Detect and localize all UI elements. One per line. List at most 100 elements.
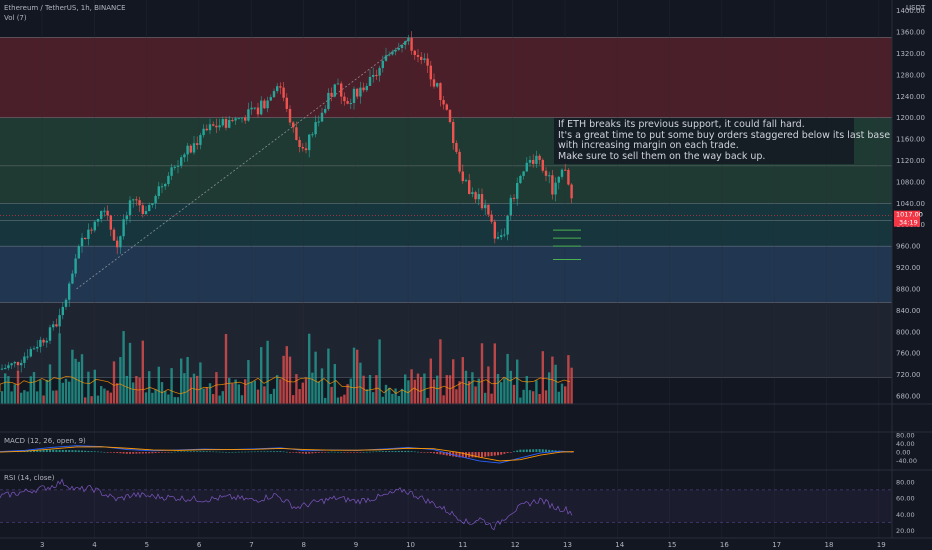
- volume-bar: [93, 369, 96, 404]
- candle-body: [541, 159, 544, 171]
- macd-hist-bar: [548, 449, 551, 453]
- candle-body: [570, 184, 573, 199]
- volume-bar: [538, 394, 541, 404]
- volume-bar: [218, 395, 221, 404]
- candle-body: [148, 205, 151, 212]
- annotation-note[interactable]: If ETH breaks its previous support, it c…: [554, 118, 890, 164]
- candle-body: [45, 340, 48, 343]
- candle-body: [106, 210, 109, 216]
- volume-bar: [26, 391, 29, 404]
- candle-body: [135, 199, 138, 201]
- candle-body: [317, 121, 320, 123]
- macd-hist-bar: [202, 451, 205, 453]
- macd-hist-bar: [365, 451, 368, 453]
- candle-body: [557, 176, 560, 183]
- candle-body: [388, 54, 391, 56]
- candle-body: [480, 194, 484, 209]
- candle-body: [442, 99, 445, 105]
- macd-hist-bar: [317, 452, 320, 453]
- volume-bar: [61, 382, 64, 404]
- candle-body: [375, 74, 378, 76]
- candle-body: [538, 155, 541, 160]
- macd-hist-bar: [81, 450, 83, 453]
- candle-body: [93, 221, 96, 231]
- macd-hist-bar: [205, 451, 208, 453]
- candle-body: [429, 65, 432, 80]
- date-tick-label: 17: [772, 541, 781, 549]
- volume-bar: [570, 367, 573, 404]
- macd-tick-label: -40.00: [896, 457, 917, 465]
- volume-bar: [269, 393, 272, 404]
- volume-bar: [477, 378, 480, 404]
- volume-bar: [23, 390, 26, 404]
- volume-bar: [500, 382, 503, 404]
- volume-bar: [378, 339, 381, 404]
- candle-body: [509, 197, 512, 216]
- macd-hist-bar: [481, 452, 483, 458]
- candle-body: [554, 182, 557, 195]
- volume-bar: [525, 376, 528, 404]
- candle-body: [154, 196, 157, 204]
- price-tick-label: 1240.00: [896, 93, 925, 101]
- candle-body: [288, 108, 292, 123]
- candle-body: [119, 236, 122, 248]
- date-tick-label: 5: [145, 541, 149, 549]
- volume-bar: [528, 390, 532, 404]
- volume-bar: [522, 389, 525, 404]
- macd-hist-bar: [52, 449, 55, 453]
- candle-body: [333, 84, 336, 97]
- volume-bar: [256, 389, 260, 404]
- candle-body: [426, 58, 429, 66]
- symbol-title: Ethereum / TetherUS, 1h, BINANCE: [4, 4, 126, 12]
- macd-indicator-label: MACD (12, 26, open, 9): [4, 437, 86, 445]
- candle-body: [372, 74, 375, 77]
- macd-hist-bar: [276, 451, 279, 453]
- volume-bar: [301, 382, 304, 404]
- candle-body: [80, 237, 84, 247]
- candle-body: [68, 283, 71, 300]
- macd-hist-bar: [65, 450, 67, 453]
- macd-hist-bar: [237, 451, 240, 453]
- volume-bar: [189, 377, 192, 404]
- candle-body: [240, 117, 244, 119]
- macd-hist-bar: [362, 452, 365, 453]
- macd-hist-bar: [541, 449, 544, 453]
- macd-hist-bar: [148, 452, 151, 454]
- macd-hist-bar: [311, 452, 314, 454]
- macd-hist-bar: [397, 450, 400, 453]
- candle-body: [400, 44, 404, 49]
- macd-hist-bar: [314, 452, 317, 454]
- macd-hist-bar: [122, 452, 125, 454]
- macd-hist-bar: [285, 451, 288, 453]
- candle-body: [196, 143, 199, 145]
- macd-hist-bar: [497, 452, 499, 456]
- macd-hist-bar: [391, 451, 394, 453]
- macd-hist-bar: [513, 451, 515, 453]
- trend-line: [76, 39, 409, 290]
- candle-body: [208, 124, 212, 131]
- macd-hist-bar: [135, 452, 138, 454]
- candle-body: [224, 119, 228, 128]
- volume-bar: [52, 390, 55, 404]
- last-price-label: 1017.00: [896, 211, 923, 219]
- candle-body: [272, 91, 276, 98]
- volume-bar: [512, 384, 516, 404]
- candle-body: [461, 171, 464, 182]
- candle-body: [279, 86, 282, 88]
- volume-bar: [381, 396, 384, 404]
- volume-bar: [455, 389, 458, 404]
- candle-body: [221, 119, 224, 126]
- volume-bar: [224, 333, 228, 404]
- volume-bar: [410, 369, 413, 404]
- price-tick-label: 960.00: [896, 243, 921, 251]
- volume-bar: [356, 349, 359, 404]
- candle-body: [132, 199, 135, 201]
- candle-body: [183, 154, 186, 158]
- candle-body: [458, 151, 461, 172]
- candle-body: [180, 157, 183, 166]
- macd-hist-bar: [289, 452, 291, 453]
- volume-bar: [493, 343, 496, 404]
- volume-bar: [74, 358, 77, 404]
- volume-bar: [48, 364, 52, 404]
